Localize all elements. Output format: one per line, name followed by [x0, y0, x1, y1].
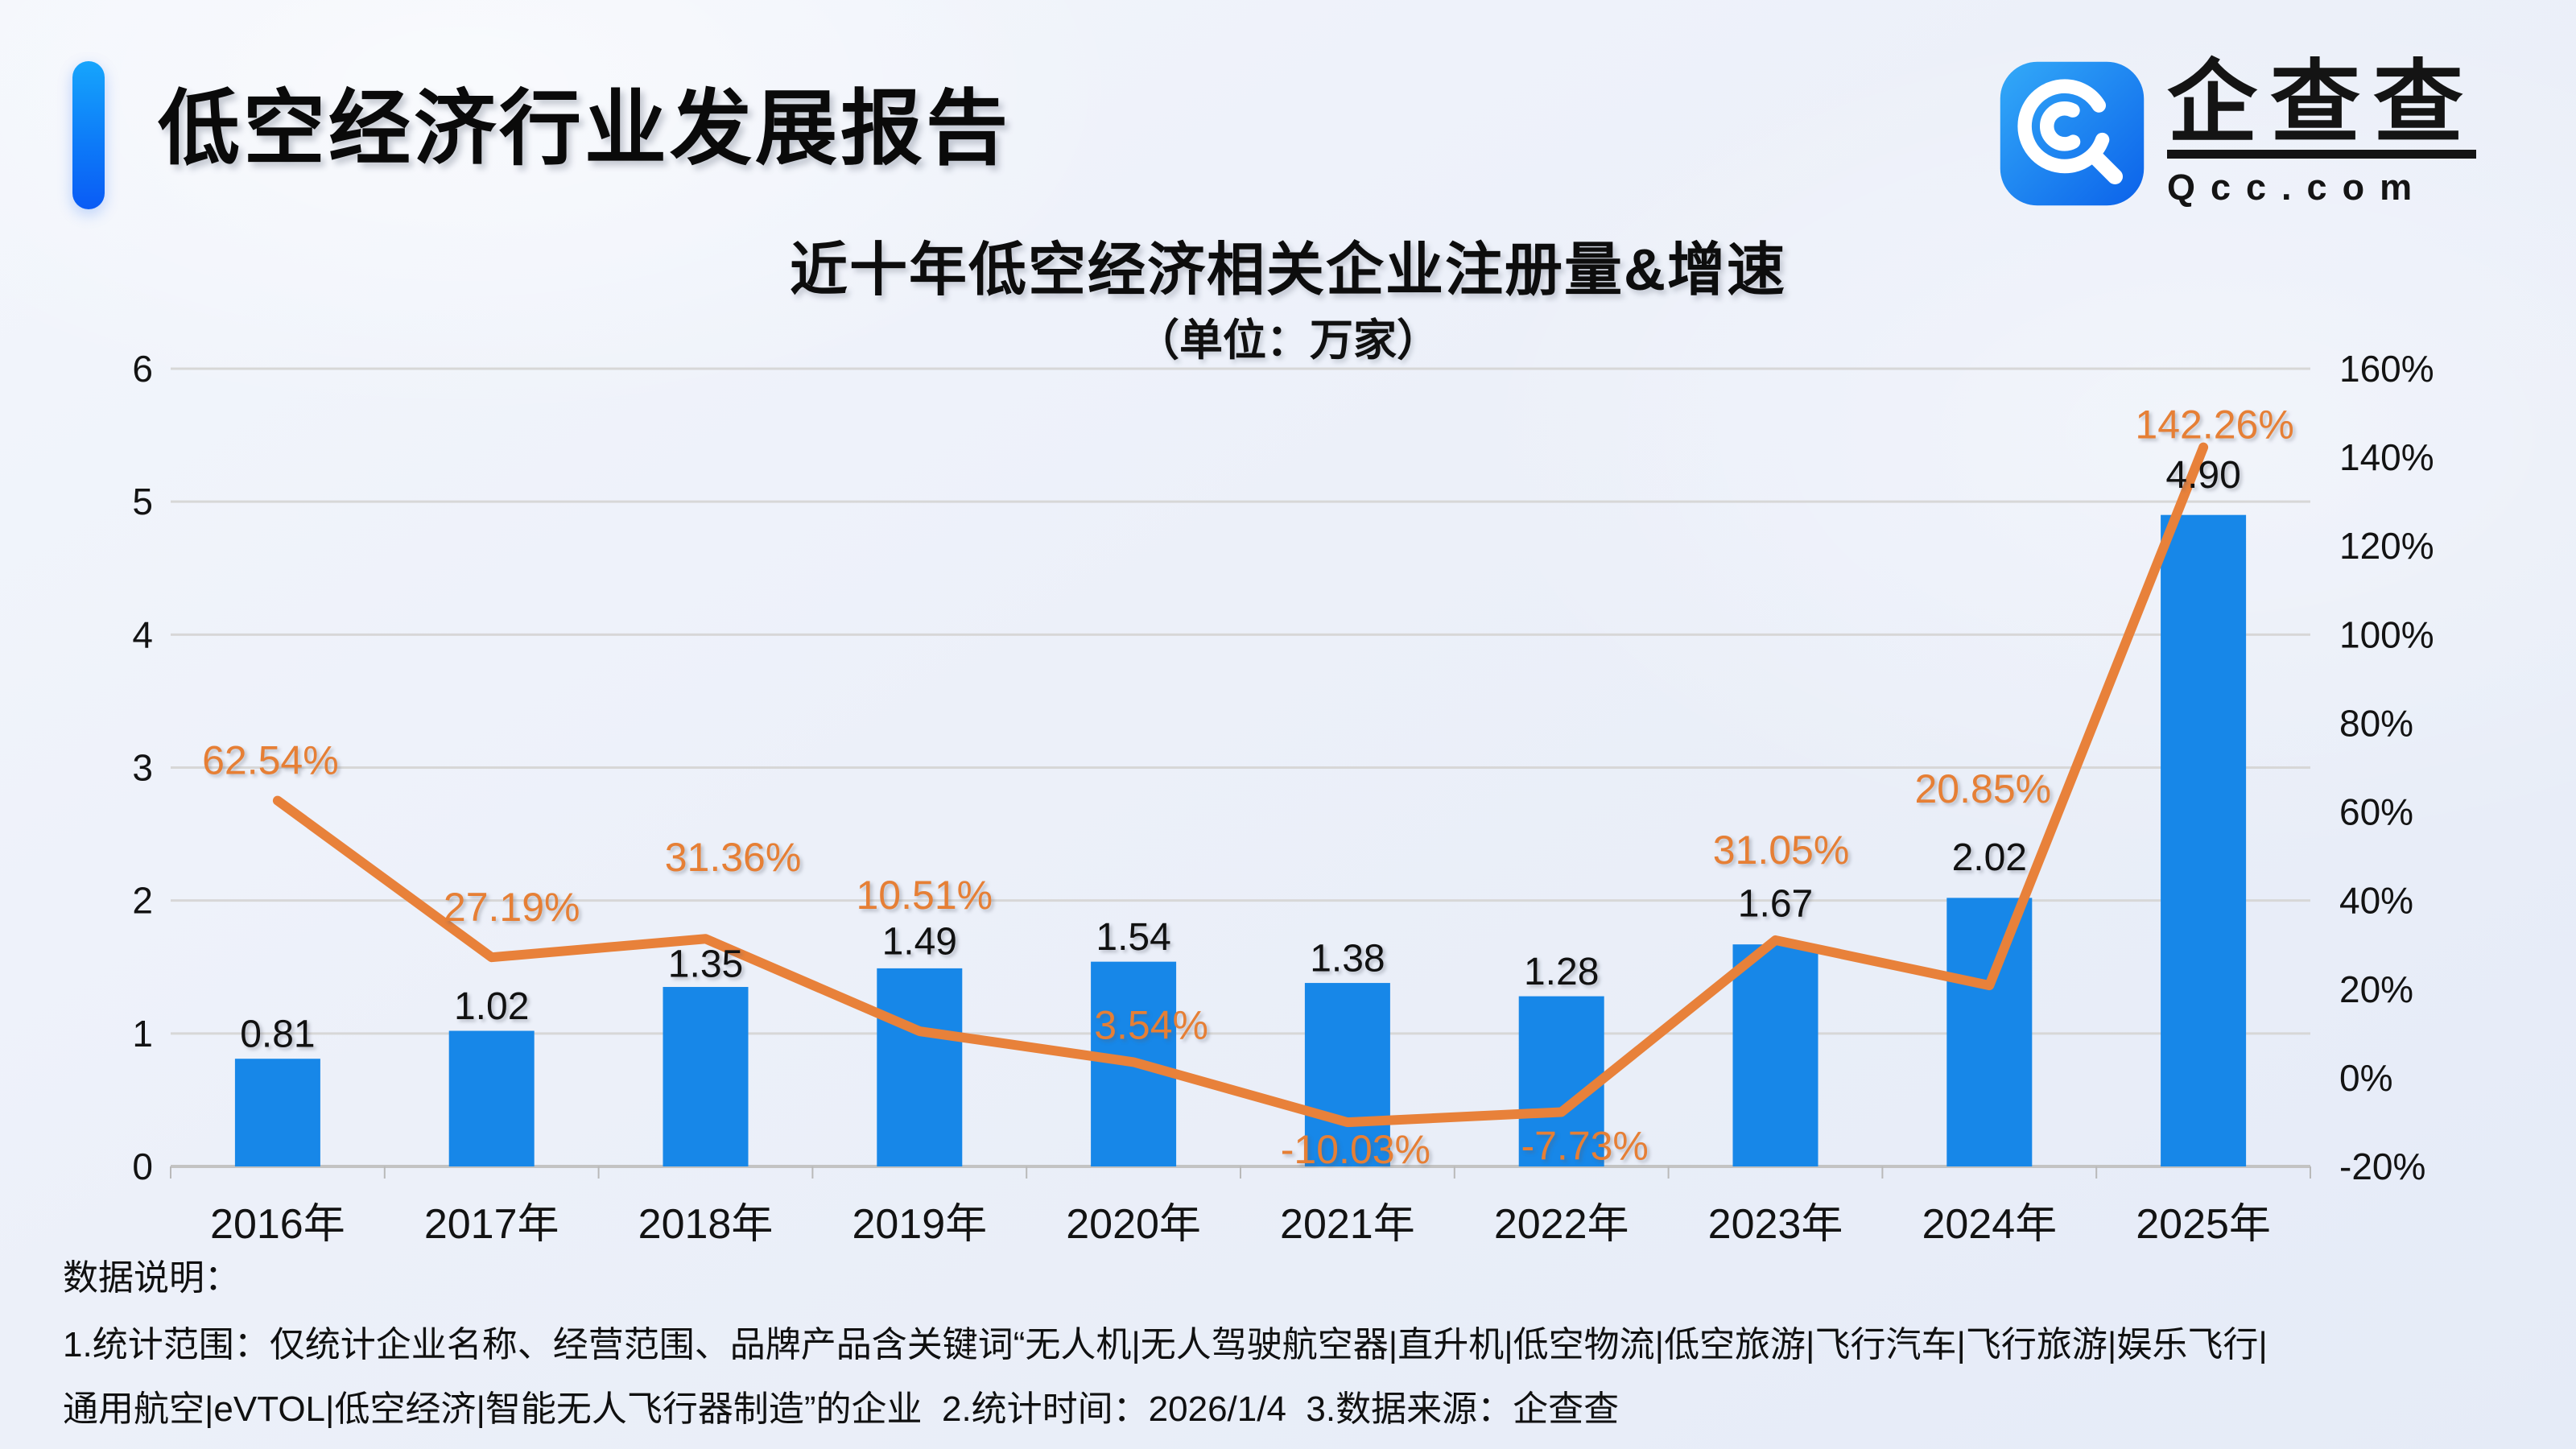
data-notes: 数据说明： 1.统计范围：仅统计企业名称、经营范围、品牌产品含关键词“无人机|无… — [63, 1257, 2544, 1430]
y-axis-label-right: 60% — [2339, 791, 2413, 833]
y-axis-label-right: 80% — [2339, 702, 2413, 744]
qcc-magnifier-icon — [1998, 60, 2146, 208]
x-axis-label: 2018年 — [638, 1201, 774, 1248]
bar-value-label: 1.02 — [454, 985, 529, 1028]
y-axis-label-right: 160% — [2339, 348, 2434, 390]
y-axis-label-right: 0% — [2339, 1057, 2392, 1099]
qcc-logo: 企查查 Qcc.com — [1998, 58, 2481, 213]
growth-line — [272, 442, 2209, 1128]
y-axis-label-right: 40% — [2339, 880, 2413, 922]
brand-name: 企查查 — [2167, 58, 2476, 159]
growth-label: -10.03% — [1281, 1127, 1430, 1172]
bar — [1732, 944, 1818, 1166]
x-axis-label: 2022年 — [1494, 1201, 1629, 1248]
y-axis-label-left: 5 — [132, 481, 153, 522]
page-title: 低空经济行业发展报告 — [158, 83, 1011, 175]
bar — [448, 1030, 535, 1166]
bar-value-label: 1.67 — [1738, 883, 1813, 926]
data-notes-heading: 数据说明： — [63, 1258, 240, 1298]
y-axis-label-right: -20% — [2339, 1146, 2425, 1187]
bar — [234, 1059, 320, 1166]
bar — [1946, 898, 2033, 1166]
y-axis-label-left: 2 — [132, 880, 153, 922]
y-axis-label-left: 0 — [132, 1146, 153, 1187]
y-axis-label-right: 100% — [2339, 613, 2434, 655]
y-axis-label-right: 120% — [2339, 525, 2434, 567]
x-axis-label: 2024年 — [1922, 1201, 2057, 1248]
brand-domain: Qcc.com — [2167, 167, 2428, 208]
data-notes-line2: 通用航空|eVTOL|低空经济|智能无人飞行器制造”的企业 2.统计时间：202… — [63, 1389, 1620, 1429]
growth-label: 62.54% — [202, 738, 339, 783]
bar-value-label: 1.49 — [882, 920, 957, 963]
bar — [1518, 996, 1604, 1166]
growth-label: 31.36% — [665, 835, 802, 880]
bar-value-label: 0.81 — [240, 1013, 315, 1056]
growth-label: 27.19% — [444, 885, 580, 930]
bar — [877, 968, 963, 1166]
chart-title: 近十年低空经济相关企业注册量&增速 — [790, 238, 1786, 303]
y-axis-label-left: 6 — [132, 348, 153, 390]
bar-value-label: 1.35 — [668, 943, 743, 986]
data-notes-line1: 1.统计范围：仅统计企业名称、经营范围、品牌产品含关键词“无人机|无人驾驶航空器… — [63, 1325, 2268, 1364]
x-axis-label: 2019年 — [852, 1201, 987, 1248]
x-axis-label: 2017年 — [424, 1201, 559, 1248]
x-axis-label: 2021年 — [1280, 1201, 1415, 1248]
title-accent-bar — [72, 61, 105, 209]
x-axis-label: 2016年 — [210, 1201, 345, 1248]
growth-label: 31.05% — [1713, 828, 1850, 873]
bar-value-label: 4.90 — [2165, 454, 2240, 497]
x-axis-label: 2020年 — [1066, 1201, 1201, 1248]
bar-value-label: 2.02 — [1952, 836, 2027, 879]
bar-value-label: 1.54 — [1096, 916, 1170, 959]
x-axis-label: 2025年 — [2136, 1201, 2271, 1248]
bar — [663, 987, 749, 1166]
bar — [1304, 983, 1390, 1166]
y-axis-label-right: 140% — [2339, 436, 2434, 478]
growth-label: -7.73% — [1521, 1123, 1648, 1168]
growth-label: 3.54% — [1094, 1002, 1208, 1047]
bar — [2161, 514, 2247, 1166]
bar-value-label: 1.38 — [1310, 938, 1385, 980]
growth-label: 142.26% — [2135, 402, 2293, 448]
growth-label: 10.51% — [857, 873, 993, 918]
y-axis-label-left: 4 — [132, 613, 153, 655]
x-axis-label: 2023年 — [1708, 1201, 1843, 1248]
bar-value-label: 1.28 — [1524, 951, 1599, 993]
y-axis-label-right: 20% — [2339, 968, 2413, 1010]
chart-subtitle: （单位：万家） — [1136, 316, 1440, 365]
y-axis-label-left: 3 — [132, 747, 153, 789]
qcc-logo-text: 企查查 Qcc.com — [2167, 58, 2476, 208]
y-axis-label-left: 1 — [132, 1013, 153, 1055]
growth-label: 20.85% — [1915, 766, 2052, 811]
